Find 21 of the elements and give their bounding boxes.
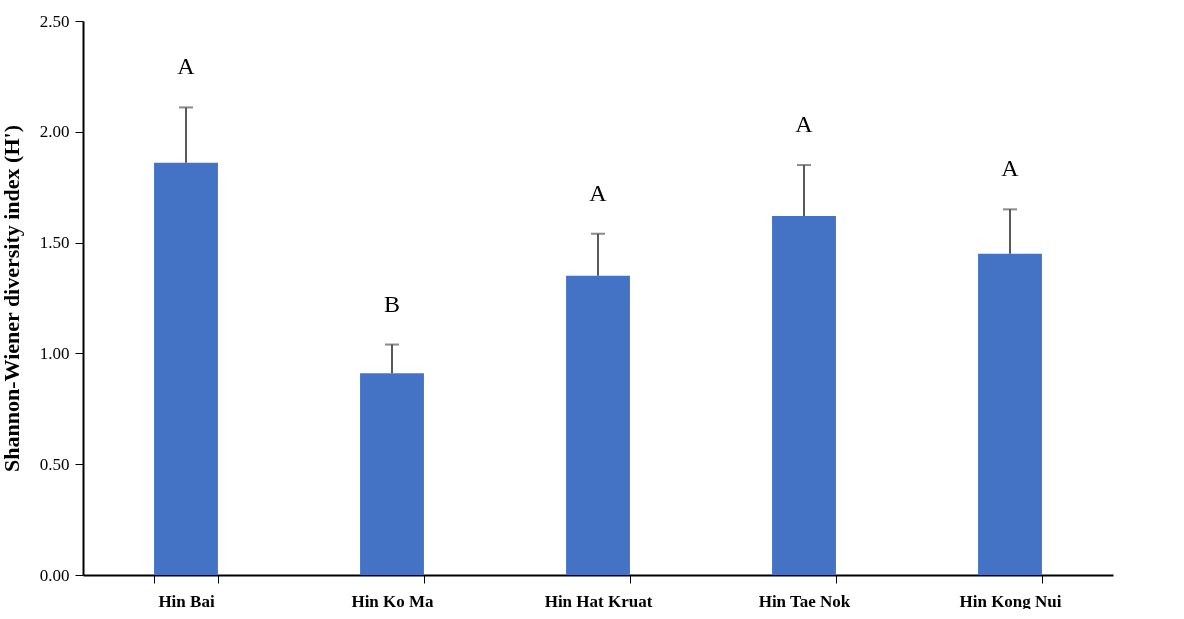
y-tick-label: 1.00	[39, 343, 70, 363]
annotation: A	[1001, 155, 1020, 182]
y-tick-label: 1.50	[39, 233, 70, 253]
x-tick-label: Hin Hat Kruat	[544, 591, 653, 611]
bar	[978, 253, 1042, 575]
y-tick-label: 0.50	[39, 454, 70, 474]
bar	[566, 275, 630, 575]
x-tick-label: Hin Tae Nok	[758, 591, 851, 611]
bar	[772, 216, 836, 575]
bar	[154, 162, 218, 575]
annotation: A	[795, 111, 814, 138]
annotation: A	[177, 53, 196, 80]
bar	[360, 373, 424, 575]
x-tick-label: Hin Bai	[158, 591, 215, 611]
y-tick-label: 0.00	[39, 565, 70, 585]
y-tick-label: 2.00	[39, 122, 70, 142]
annotation: A	[589, 179, 608, 206]
annotation: B	[383, 290, 401, 317]
y-tick-label: 2.50	[39, 11, 70, 31]
y-axis-title: Shannon-Wiener diversity index (H')	[0, 125, 24, 472]
x-tick-label: Hin Ko Ma	[351, 591, 435, 611]
